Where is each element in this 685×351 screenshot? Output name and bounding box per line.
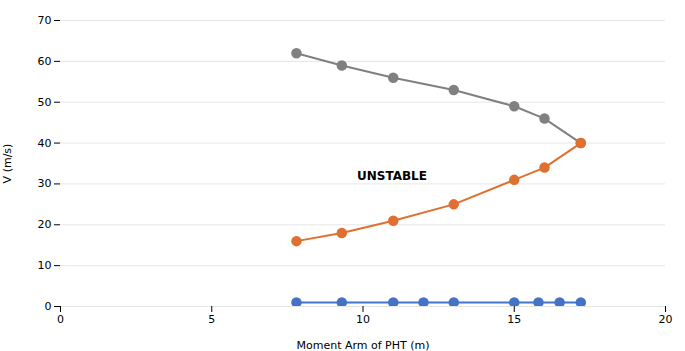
svg-text:60: 60: [38, 55, 52, 68]
svg-text:20: 20: [659, 313, 673, 326]
svg-text:50: 50: [38, 96, 52, 109]
svg-text:0: 0: [57, 313, 64, 326]
svg-text:20: 20: [38, 218, 52, 231]
svg-text:70: 70: [38, 14, 52, 27]
svg-text:0: 0: [45, 300, 52, 313]
svg-text:10: 10: [38, 259, 52, 272]
svg-text:Moment Arm of PHT (m): Moment Arm of PHT (m): [296, 339, 429, 351]
svg-text:5: 5: [208, 313, 215, 326]
svg-text:40: 40: [38, 137, 52, 150]
svg-text:15: 15: [507, 313, 521, 326]
svg-text:10: 10: [356, 313, 370, 326]
svg-text:V (m/s): V (m/s): [1, 144, 14, 184]
svg-text:30: 30: [38, 177, 52, 190]
svg-text:UNSTABLE: UNSTABLE: [357, 169, 427, 183]
